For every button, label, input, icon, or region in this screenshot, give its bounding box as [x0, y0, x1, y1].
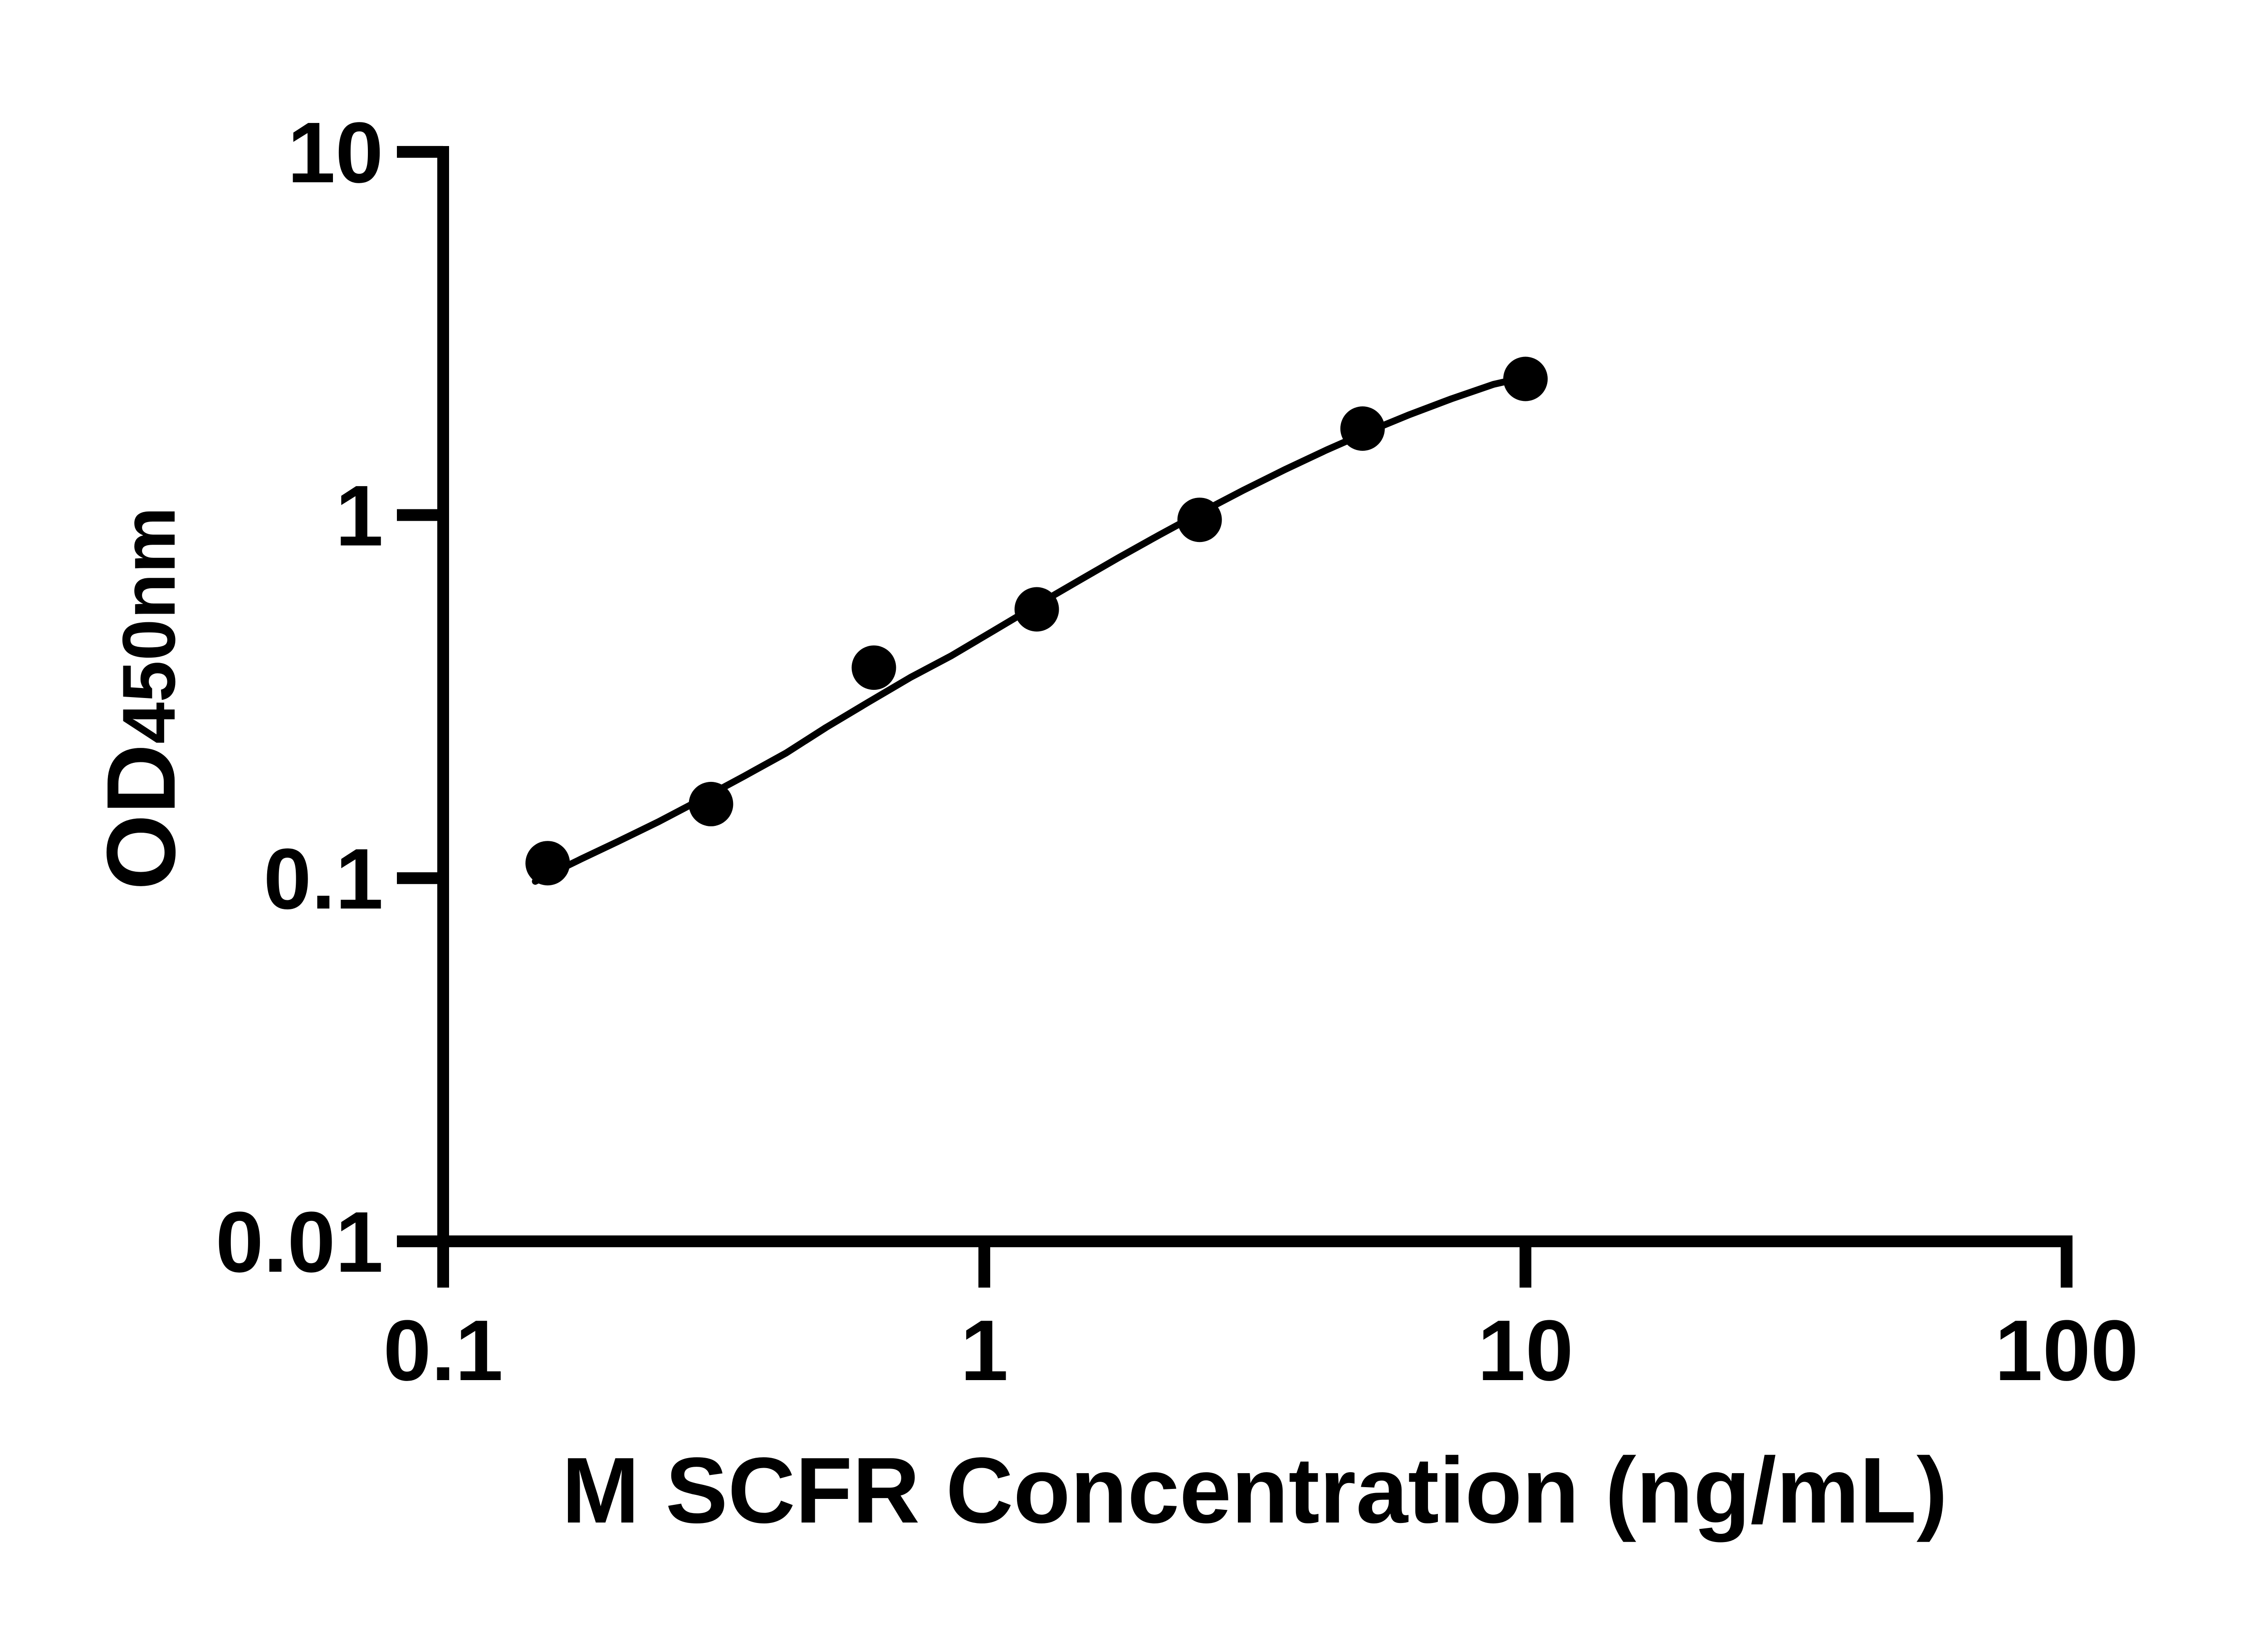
data-point — [689, 781, 733, 826]
x-tick-label: 0.1 — [383, 1303, 503, 1399]
data-point — [851, 645, 896, 690]
y-tick-label: 0.1 — [264, 831, 383, 927]
data-point — [1014, 587, 1059, 632]
y-axis-title: OD450nm — [86, 507, 196, 890]
y-tick-label: 1 — [335, 468, 383, 564]
x-tick-label: 1 — [960, 1303, 1008, 1399]
y-tick-label: 10 — [288, 105, 383, 201]
y-tick-label: 0.01 — [215, 1194, 383, 1290]
data-point — [1503, 356, 1548, 401]
data-point — [1177, 498, 1222, 542]
x-tick-label: 100 — [1994, 1303, 2138, 1399]
x-tick-label: 10 — [1477, 1303, 1573, 1399]
x-axis-title: M SCFR Concentration (ng/mL) — [562, 1438, 1947, 1542]
y-axis-title-main: OD — [86, 744, 196, 890]
data-point — [1340, 406, 1385, 451]
data-point — [525, 841, 570, 886]
y-axis-title-subscript: 450nm — [107, 507, 191, 744]
